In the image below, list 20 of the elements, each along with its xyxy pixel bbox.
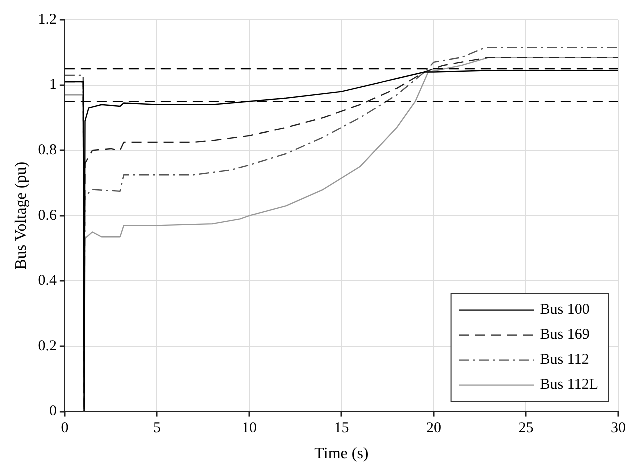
x-tick-label: 5 [153, 420, 161, 437]
y-tick-label: 1.2 [38, 12, 57, 28]
y-tick-label: 0.2 [38, 338, 57, 354]
y-tick-label: 0.8 [38, 142, 57, 159]
legend-label: Bus 169 [540, 327, 590, 344]
x-axis-title: Time (s) [314, 446, 369, 463]
y-tick-label: 0 [49, 404, 57, 420]
x-tick-label: 20 [426, 420, 442, 437]
y-tick-label: 1 [49, 77, 57, 94]
legend-label: Bus 100 [540, 302, 590, 318]
legend-label: Bus 112L [540, 377, 599, 394]
x-tick-label: 30 [611, 420, 626, 437]
y-tick-label: 0.6 [38, 208, 58, 224]
legend-label: Bus 112 [540, 352, 590, 368]
x-tick-label: 25 [518, 420, 534, 437]
x-tick-label: 15 [334, 420, 350, 437]
y-axis-title: Bus Voltage (pu) [12, 162, 30, 270]
y-tick-label: 0.4 [38, 273, 58, 290]
x-tick-label: 10 [242, 420, 257, 437]
x-tick-label: 0 [61, 420, 69, 437]
